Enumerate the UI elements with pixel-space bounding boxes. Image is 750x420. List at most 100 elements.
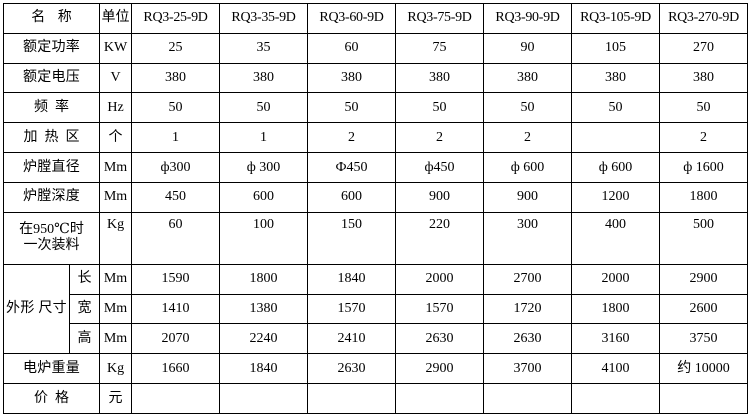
cell-value: 1840	[307, 263, 397, 295]
cell-value: 50	[659, 92, 749, 124]
cell-value: ф 300	[219, 152, 309, 183]
cell-value: 25	[131, 32, 221, 64]
cell-value: 220	[395, 211, 485, 265]
cell-value: 50	[571, 92, 661, 124]
table-row: 炉膛直径 Mm ф300 ф 300 Ф450 ф450 ф 600 ф 600…	[2, 152, 749, 183]
cell-value: 380	[395, 62, 485, 94]
header-model-7: RQ3-270-9D	[659, 3, 749, 34]
table-row: 在950℃时 一次装料 Kg 60 100 150 220 300 400 500	[2, 211, 749, 265]
cell-value: 90	[483, 32, 573, 64]
row-label-chamber-diameter: 炉膛直径	[2, 152, 101, 183]
row-unit-chamber-diameter: Mm	[99, 152, 133, 183]
cell-value: 2000	[395, 263, 485, 295]
cell-value	[307, 383, 397, 414]
cell-value: 1	[219, 122, 309, 154]
cell-value: 50	[307, 92, 397, 124]
cell-value	[131, 383, 221, 414]
row-label-rated-power: 额定功率	[2, 32, 101, 64]
row-unit-charge-at-950c: Kg	[99, 211, 133, 265]
row-unit-chamber-depth: Mm	[99, 181, 133, 213]
cell-value	[571, 122, 661, 154]
cell-value: 1720	[483, 293, 573, 325]
row-label-furnace-weight: 电炉重量	[2, 353, 101, 385]
cell-value: 60	[307, 32, 397, 64]
cell-value: ф 600	[483, 152, 573, 183]
cell-value: 50	[395, 92, 485, 124]
cell-value: 3160	[571, 323, 661, 355]
table-header-row: 名 称 单位 RQ3-25-9D RQ3-35-9D RQ3-60-9D RQ3…	[2, 3, 749, 34]
header-name-label: 名 称	[2, 3, 101, 34]
row-unit-rated-voltage: V	[99, 62, 133, 94]
row-label-heating-zones: 加热区	[2, 122, 101, 154]
table-row: 宽 Mm 1410 1380 1570 1570 1720 1800 2600	[4, 293, 749, 325]
cell-value: 60	[131, 211, 221, 265]
cell-value: 450	[131, 181, 221, 213]
cell-value: 2630	[307, 353, 397, 385]
cell-value: 1200	[571, 181, 661, 213]
cell-value: 2	[483, 122, 573, 154]
row-label-price: 价格	[2, 383, 101, 414]
cell-value: 2000	[571, 263, 661, 295]
cell-value: 50	[219, 92, 309, 124]
cell-value: Ф450	[307, 152, 397, 183]
header-model-2: RQ3-35-9D	[219, 3, 309, 34]
row-unit-price: 元	[99, 383, 133, 414]
row-unit-width: Mm	[99, 293, 133, 325]
cell-value	[395, 383, 485, 414]
header-model-5: RQ3-90-9D	[483, 3, 573, 34]
cell-value: 3750	[659, 323, 749, 355]
cell-value: 100	[219, 211, 309, 265]
cell-value: 1570	[307, 293, 397, 325]
cell-value: 105	[571, 32, 661, 64]
cell-value: 270	[659, 32, 749, 64]
row-label-width: 宽	[68, 293, 101, 325]
cell-value: 380	[659, 62, 749, 94]
cell-value: 1380	[219, 293, 309, 325]
cell-value: 1800	[219, 263, 309, 295]
cell-value: ф 1600	[659, 152, 749, 183]
cell-value: 2240	[219, 323, 309, 355]
table-row: 加热区 个 1 1 2 2 2 2	[2, 122, 749, 154]
row-unit-frequency: Hz	[99, 92, 133, 124]
row-label-chamber-depth: 炉膛深度	[2, 181, 101, 213]
row-unit-length: Mm	[99, 263, 133, 295]
cell-value: 380	[307, 62, 397, 94]
cell-value	[219, 383, 309, 414]
cell-value: 1800	[571, 293, 661, 325]
cell-value: 900	[395, 181, 485, 213]
row-label-frequency: 频率	[2, 92, 101, 124]
cell-value: 1840	[219, 353, 309, 385]
cell-value: 150	[307, 211, 397, 265]
row-label-height: 高	[68, 323, 101, 355]
cell-value	[659, 383, 749, 414]
cell-value: 2630	[395, 323, 485, 355]
cell-value: 1590	[131, 263, 221, 295]
row-unit-height: Mm	[99, 323, 133, 355]
table-row: 额定电压 V 380 380 380 380 380 380 380	[2, 62, 749, 94]
cell-value	[483, 383, 573, 414]
cell-value: 1410	[131, 293, 221, 325]
cell-value: 600	[219, 181, 309, 213]
cell-value: 380	[131, 62, 221, 94]
cell-value: 380	[483, 62, 573, 94]
header-model-6: RQ3-105-9D	[571, 3, 661, 34]
row-unit-heating-zones: 个	[99, 122, 133, 154]
header-unit-label: 单位	[99, 3, 133, 34]
table-row: 高 Mm 2070 2240 2410 2630 2630 3160 3750	[4, 323, 749, 355]
cell-value: 2630	[483, 323, 573, 355]
cell-value: 2070	[131, 323, 221, 355]
cell-value: 50	[131, 92, 221, 124]
cell-value: 300	[483, 211, 573, 265]
cell-value: ф300	[131, 152, 221, 183]
cell-value: 50	[483, 92, 573, 124]
row-label-length: 长	[68, 263, 101, 295]
cell-value: 500	[659, 211, 749, 265]
cell-value: 1800	[659, 181, 749, 213]
cell-value: 2900	[659, 263, 749, 295]
cell-value: 2	[395, 122, 485, 154]
charge-label-line2: 一次装料	[23, 238, 80, 254]
cell-value: 400	[571, 211, 661, 265]
cell-value: 380	[219, 62, 309, 94]
cell-value: 2410	[307, 323, 397, 355]
table-row: 炉膛深度 Mm 450 600 600 900 900 1200 1800	[2, 181, 749, 213]
